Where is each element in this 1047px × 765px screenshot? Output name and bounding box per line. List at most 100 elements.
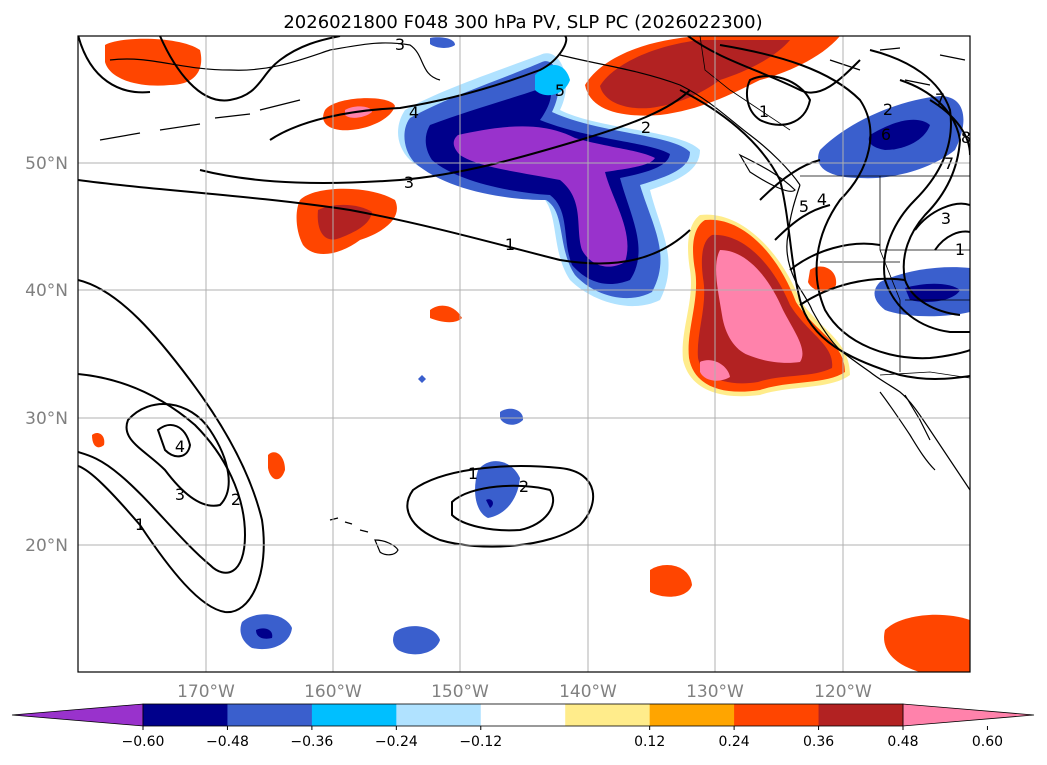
pv-positive-blob-nw <box>105 38 202 86</box>
coast-vancouver-island <box>738 153 796 192</box>
border-states <box>820 176 970 372</box>
slp-contour-west-1 <box>78 279 265 614</box>
contour-label: 2 <box>519 477 529 496</box>
colorbar-bin <box>649 704 735 726</box>
coast-bc-panhandle <box>559 54 801 186</box>
lon-label: 140°W <box>559 682 617 702</box>
coast-baja <box>879 391 936 471</box>
contour-label: 3 <box>941 209 951 228</box>
colorbar-tick-label: 0.60 <box>972 734 1003 750</box>
slp-contour-central-2 <box>451 484 555 532</box>
colorbar-bin <box>143 704 228 726</box>
pv-positive-blob-7 <box>884 614 970 672</box>
map-frame <box>77 35 971 673</box>
pv-positive-ridge-core <box>716 250 803 363</box>
lon-label: 160°W <box>304 682 362 702</box>
contour-label: 1 <box>759 102 769 121</box>
slp-contour-ridge-9 <box>759 159 831 241</box>
coast-hawaii <box>329 517 399 556</box>
slp-contour-ridge-3 <box>679 89 970 380</box>
slp-contour-ridge-8 <box>914 202 970 251</box>
colorbar-ticks: −0.60 −0.48 −0.36 −0.24 −0.12 0.12 0.24 0.36 0.4… <box>122 726 1003 750</box>
colorbar-extend-high <box>902 703 1035 727</box>
contour-label: 4 <box>817 190 827 209</box>
lon-label: 120°W <box>814 682 872 702</box>
contour-label: 4 <box>175 437 185 456</box>
coast-alaska-south <box>109 42 441 81</box>
map-area: 1 2 3 4 5 1 2 3 4 5 6 7 8 1 2 3 4 1 2 1 … <box>78 35 971 672</box>
colorbar-tick-label: 0.48 <box>887 734 918 750</box>
colorbar-tick-label: −0.36 <box>290 734 333 750</box>
contour-label: 1 <box>955 240 965 259</box>
contour-label: 8 <box>961 128 971 147</box>
slp-contours <box>78 36 970 614</box>
colorbar-tick-label: 0.36 <box>803 734 834 750</box>
lon-label: 170°W <box>177 682 235 702</box>
colorbar-tick-label: −0.60 <box>122 734 165 750</box>
contour-label: 6 <box>881 125 891 144</box>
pv-negative-blob-1 <box>475 461 520 518</box>
slp-contour-ridge-11 <box>78 36 151 94</box>
contour-label: 2 <box>641 118 651 137</box>
colorbar-bin <box>311 704 397 726</box>
slp-contour-central-1 <box>406 465 594 548</box>
contour-label: 3 <box>395 35 405 54</box>
lat-label: 40°N <box>25 281 68 301</box>
contour-label: 3 <box>404 173 414 192</box>
pv-negative-blob-3 <box>393 626 440 655</box>
pv-negative-canada-dark <box>868 119 930 150</box>
contour-label: 7 <box>935 90 945 109</box>
slp-contour-ridge-4 <box>719 44 970 360</box>
pv-positive-blob-8 <box>808 266 837 292</box>
pv-negative-blob-1-dark <box>486 499 493 508</box>
slp-contour-west-3 <box>125 403 230 507</box>
colorbar-bin <box>396 704 482 726</box>
coast-aleutians <box>99 99 301 141</box>
lat-label: 30°N <box>25 409 68 429</box>
pv-negative-blob-6 <box>430 37 455 48</box>
contour-label: 3 <box>175 485 185 504</box>
lon-label: 130°W <box>686 682 744 702</box>
colorbar-tick-label: −0.48 <box>206 734 249 750</box>
slp-contour-trough-1 <box>78 179 691 265</box>
lat-label: 20°N <box>25 536 68 556</box>
slp-contour-trough-4 <box>159 36 341 102</box>
colorbar-frame <box>142 703 904 727</box>
colorbar-bin <box>480 704 566 726</box>
colorbar-extend-low <box>11 703 144 727</box>
slp-contour-trough-3 <box>269 36 568 141</box>
colorbar-bin <box>227 704 313 726</box>
colorbar-bins <box>143 704 904 726</box>
contour-label: 1 <box>468 464 478 483</box>
contour-label: 2 <box>231 490 241 509</box>
contour-label: 4 <box>409 103 419 122</box>
pv-positive-blob-4 <box>268 452 285 480</box>
colorbar: −0.60 −0.48 −0.36 −0.24 −0.12 0.12 0.24 0.36 0.4… <box>11 703 1035 750</box>
colorbar-tick-label: 0.12 <box>634 734 665 750</box>
slp-contour-ridge-10 <box>789 242 906 306</box>
lat-label: 50°N <box>25 154 68 174</box>
pv-positive-north-red <box>600 40 790 109</box>
longitude-labels: 170°W 160°W 150°W 140°W 130°W 120°W <box>177 682 872 702</box>
colorbar-bin <box>818 704 904 726</box>
colorbar-tick-label: −0.12 <box>459 734 502 750</box>
contour-label: 5 <box>555 81 565 100</box>
pv-negative-small-1 <box>535 64 570 96</box>
coast-canada-interior <box>829 47 966 86</box>
chart-title: 2026021800 F048 300 hPa PV, SLP PC (2026… <box>283 12 762 33</box>
pv-negative-blob-4 <box>500 408 524 425</box>
contour-label: 5 <box>799 197 809 216</box>
colorbar-tick-label: −0.24 <box>375 734 418 750</box>
latitude-labels: 50°N 40°N 30°N 20°N <box>25 154 68 556</box>
contour-label: 2 <box>883 100 893 119</box>
colorbar-bin <box>565 704 651 726</box>
pv-positive-blob-5 <box>92 433 105 448</box>
contour-label: 1 <box>505 235 515 254</box>
pv-positive-blob-3 <box>430 305 462 323</box>
slp-contour-west-2 <box>78 373 247 574</box>
pv-positive-blob-6 <box>650 565 692 597</box>
colorbar-bin <box>734 704 820 726</box>
slp-contour-ridge-2 <box>746 75 812 126</box>
pv-negative-blob-2-dark <box>256 628 273 639</box>
